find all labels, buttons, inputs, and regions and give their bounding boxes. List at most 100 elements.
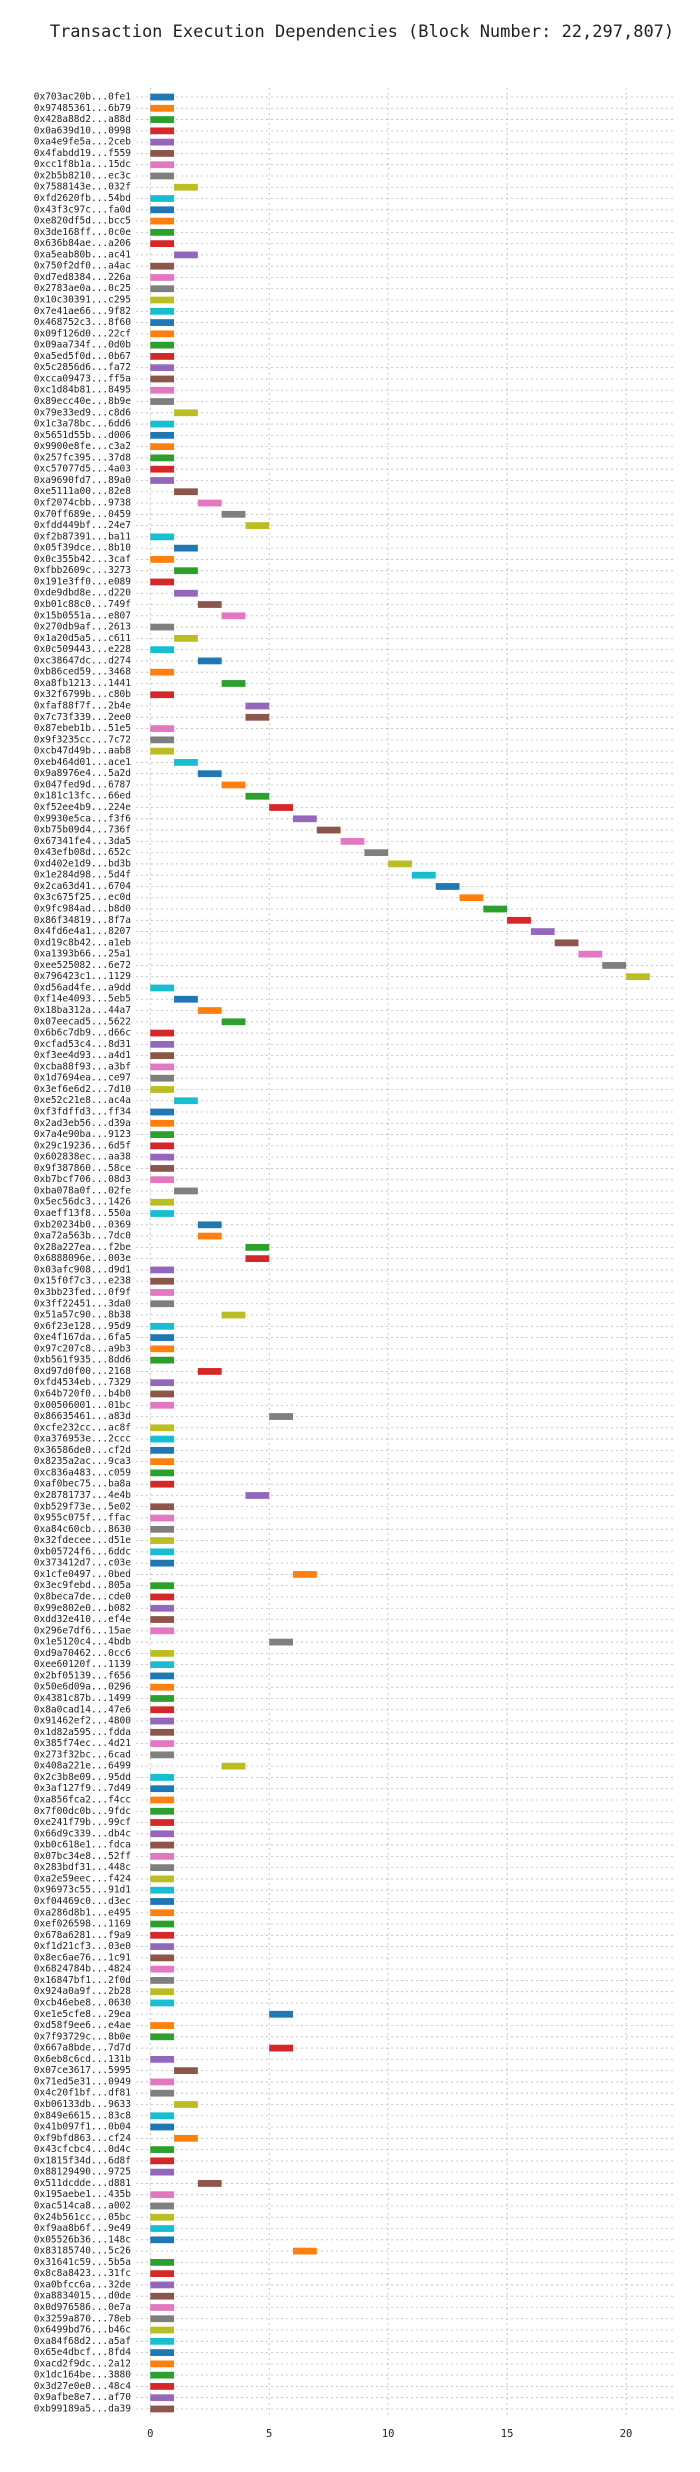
y-tick-label: 0xee60120f...1139 bbox=[34, 1659, 132, 1670]
bar bbox=[150, 2078, 175, 2086]
bar bbox=[150, 1898, 175, 1905]
y-tick-label: 0xe241f79b...99cf bbox=[34, 1817, 131, 1828]
bar bbox=[150, 454, 175, 462]
bar bbox=[150, 116, 175, 123]
bar bbox=[150, 1480, 175, 1488]
bar bbox=[197, 657, 222, 665]
bar bbox=[150, 1841, 175, 1849]
bar bbox=[221, 1311, 246, 1319]
bar bbox=[150, 2326, 175, 2334]
bar bbox=[150, 2033, 175, 2041]
bar bbox=[150, 375, 175, 383]
bar bbox=[150, 1401, 175, 1409]
bar bbox=[626, 973, 650, 981]
y-tick-label: 0x79e33ed9...c8d6 bbox=[34, 407, 132, 418]
bar bbox=[174, 567, 198, 575]
bar bbox=[150, 747, 175, 755]
bar bbox=[197, 1368, 222, 1375]
bar bbox=[150, 172, 175, 180]
y-tick-label: 0x468752c3...8f60 bbox=[34, 317, 132, 328]
y-tick-label: 0xa5eab80b...ac41 bbox=[34, 249, 132, 260]
y-tick-label: 0xacd2f9dc...2a12 bbox=[34, 2358, 131, 2369]
y-tick-label: 0x2bf05139...f656 bbox=[34, 1670, 132, 1681]
y-tick-label: 0x191e3ff0...e089 bbox=[34, 576, 132, 587]
bar bbox=[150, 1977, 175, 1984]
y-tick-label: 0xb01c88c0...749f bbox=[34, 599, 131, 610]
y-tick-label: 0x3d27e0e0...48c4 bbox=[34, 2381, 132, 2392]
y-tick-label: 0xe52c21e8...ac4a bbox=[34, 1095, 131, 1106]
y-tick-label: 0xfd4534eb...7329 bbox=[34, 1377, 132, 1388]
bar bbox=[150, 217, 175, 225]
y-tick-label: 0x8235a2ac...9ca3 bbox=[34, 1456, 131, 1467]
bar bbox=[269, 2010, 294, 2018]
y-tick-label: 0x7a4e90ba...9123 bbox=[34, 1129, 131, 1140]
bar bbox=[197, 499, 222, 507]
y-tick-label: 0x43f3c97c...fa0d bbox=[34, 204, 131, 215]
y-tick-label: 0x4381c87b...1499 bbox=[34, 1693, 132, 1704]
y-tick-label: 0x36586de0...cf2d bbox=[34, 1445, 131, 1456]
bar bbox=[197, 2180, 222, 2187]
bar bbox=[150, 364, 175, 372]
y-tick-label: 0x1e284d98...5d4f bbox=[34, 870, 131, 881]
bar bbox=[197, 1007, 222, 1014]
y-tick-label: 0x6eb8c6cd...131b bbox=[34, 2054, 132, 2065]
bar bbox=[150, 2405, 175, 2413]
y-tick-label: 0x96973c55...91d1 bbox=[34, 1885, 132, 1896]
y-tick-label: 0x1cfe0497...0bed bbox=[34, 1569, 131, 1580]
y-tick-label: 0x1dc164be...3880 bbox=[34, 2370, 132, 2381]
bar bbox=[150, 1988, 175, 1996]
y-tick-label: 0x07eecad5...5622 bbox=[34, 1016, 131, 1027]
bar bbox=[197, 1221, 222, 1229]
bar bbox=[150, 1683, 175, 1691]
y-tick-label: 0x750f2df0...a4ac bbox=[34, 261, 131, 272]
y-tick-label: 0x511dcdde...d881 bbox=[34, 2178, 132, 2189]
y-tick-label: 0xeb464d01...ace1 bbox=[34, 757, 132, 768]
bar bbox=[150, 1063, 175, 1071]
bar bbox=[554, 939, 579, 947]
y-tick-label: 0x09aa734f...0d0b bbox=[34, 340, 132, 351]
y-tick-label: 0xf04469c0...d3ec bbox=[34, 1896, 131, 1907]
y-tick-label: 0x67341fe4...3da5 bbox=[34, 836, 131, 847]
y-tick-label: 0x70ff689e...0459 bbox=[34, 509, 132, 520]
y-tick-label: 0x8a0cad14...47e6 bbox=[34, 1704, 132, 1715]
bar bbox=[150, 1695, 175, 1702]
bar bbox=[364, 849, 389, 857]
bar bbox=[150, 1153, 175, 1161]
y-tick-label: 0xb05724f6...6ddc bbox=[34, 1546, 131, 1557]
y-tick-label: 0x86635461...a83d bbox=[34, 1411, 131, 1422]
y-tick-label: 0x97c207c8...a9b3 bbox=[34, 1343, 131, 1354]
y-tick-label: 0xf2b87391...ba11 bbox=[34, 531, 132, 542]
bar bbox=[150, 2157, 175, 2165]
bar bbox=[174, 995, 198, 1003]
bar bbox=[221, 510, 246, 518]
y-tick-label: 0xf52ee4b9...224e bbox=[34, 802, 132, 813]
bar bbox=[174, 1187, 198, 1195]
bar bbox=[150, 725, 175, 732]
bar bbox=[150, 1300, 175, 1308]
bar bbox=[150, 228, 175, 236]
y-tick-label: 0xb75b09d4...736f bbox=[34, 825, 131, 836]
y-tick-label: 0x6f23e128...95d9 bbox=[34, 1321, 132, 1332]
y-tick-label: 0x88129490...9725 bbox=[34, 2167, 131, 2178]
bar bbox=[150, 431, 175, 439]
bar bbox=[150, 1176, 175, 1184]
y-tick-label: 0x3bb23fed...0f9f bbox=[34, 1287, 131, 1298]
y-tick-label: 0x3de168ff...0c0e bbox=[34, 227, 132, 238]
y-tick-label: 0x66d9c339...db4c bbox=[34, 1828, 131, 1839]
bar bbox=[340, 837, 365, 845]
x-tick-label: 15 bbox=[501, 2428, 514, 2440]
y-tick-label: 0x1e5120c4...4bdb bbox=[34, 1637, 132, 1648]
y-tick-label: 0x28a227ea...f2be bbox=[34, 1242, 132, 1253]
y-tick-label: 0xd97d0f00...2168 bbox=[34, 1366, 132, 1377]
y-tick-label: 0xfdd449bf...24e7 bbox=[34, 520, 131, 531]
bar bbox=[150, 2168, 175, 2176]
y-tick-label: 0x2783ae0a...0c25 bbox=[34, 283, 131, 294]
bar bbox=[150, 646, 175, 654]
y-tick-label: 0xf9aa8b6f...9e49 bbox=[34, 2223, 132, 2234]
bar bbox=[150, 2089, 175, 2097]
y-tick-label: 0x86f34819...8f7a bbox=[34, 915, 131, 926]
bar bbox=[150, 1785, 175, 1793]
bar bbox=[150, 2383, 175, 2390]
bar bbox=[150, 1774, 175, 1781]
bar bbox=[174, 409, 198, 417]
